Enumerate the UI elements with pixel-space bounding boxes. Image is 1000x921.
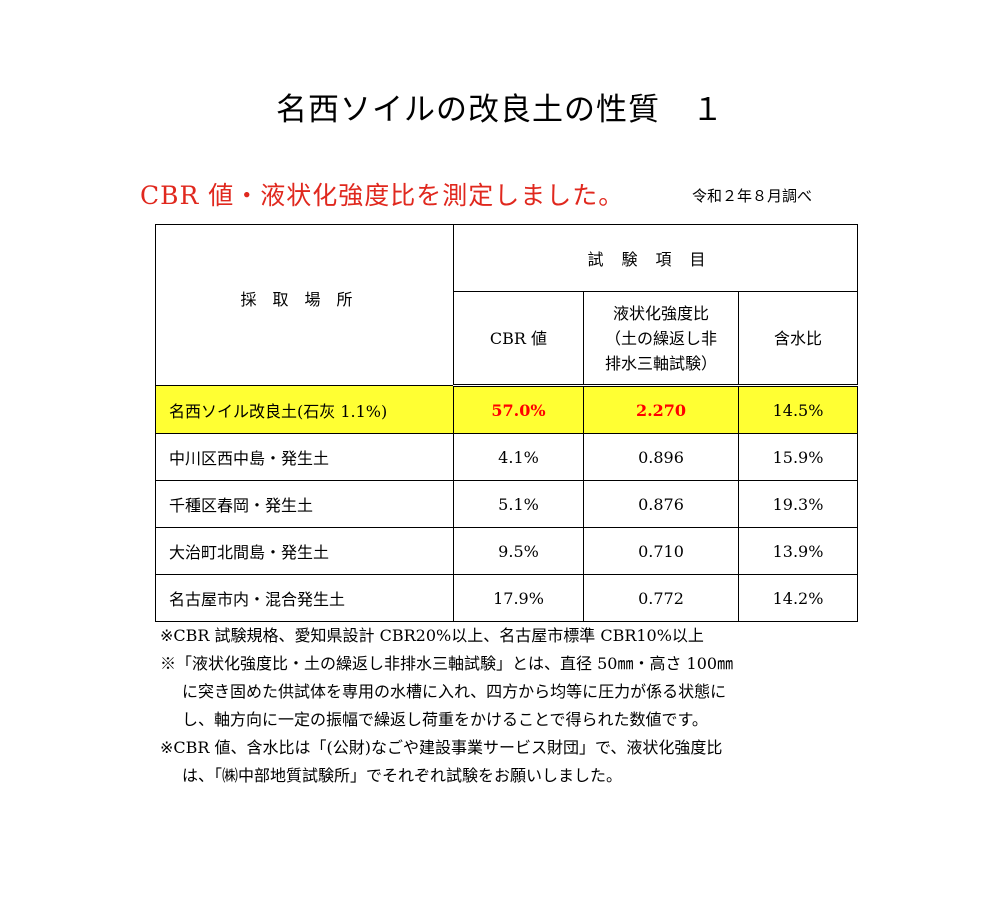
table-header-row: 採取場所 試験項目 <box>155 224 858 386</box>
note-testing-labs-line-1: ※CBR 値、含水比は「(公財)なごや建設事業サービス財団」で、液状化強度比 <box>160 738 723 757</box>
row-liquefaction: 0.896 <box>583 433 739 481</box>
row-cbr: 57.0% <box>453 385 584 434</box>
table-row: 千種区春岡・発生土 5.1% 0.876 19.3% <box>155 480 858 528</box>
row-liquefaction: 0.772 <box>583 574 739 622</box>
row-cbr: 5.1% <box>453 480 584 528</box>
liquefaction-header-line-3: 排水三軸試験） <box>604 353 717 373</box>
row-liquefaction: 0.710 <box>583 527 739 575</box>
location-header: 採取場所 <box>155 224 454 386</box>
row-cbr: 9.5% <box>453 527 584 575</box>
note-liquefaction-line-3: し、軸方向に一定の振幅で繰返し荷重をかけることで得られた数値です。 <box>182 710 708 729</box>
row-location: 中川区西中島・発生土 <box>155 433 454 481</box>
liquefaction-header: 液状化強度比 （土の繰返し非 排水三軸試験） <box>583 291 739 387</box>
row-location: 千種区春岡・発生土 <box>155 480 454 528</box>
table-row: 名西ソイル改良土(石灰 1.1%) 57.0% 2.270 14.5% <box>155 385 858 434</box>
row-location: 名西ソイル改良土(石灰 1.1%) <box>155 385 454 434</box>
page-title: 名西ソイルの改良土の性質 １ <box>276 92 724 128</box>
row-water-content: 15.9% <box>738 433 858 481</box>
row-liquefaction: 2.270 <box>583 385 739 434</box>
row-cbr: 17.9% <box>453 574 584 622</box>
row-water-content: 19.3% <box>738 480 858 528</box>
survey-date: 令和２年８月調べ <box>692 187 813 205</box>
row-water-content: 14.2% <box>738 574 858 622</box>
water-content-header: 含水比 <box>738 291 858 387</box>
note-liquefaction-line-2: に突き固めた供試体を専用の水槽に入れ、四方から均等に圧力が係る状態に <box>182 682 727 701</box>
note-cbr-standard: ※CBR 試験規格、愛知県設計 CBR20%以上、名古屋市標準 CBR10%以上 <box>160 626 704 645</box>
subtitle: CBR 値・液状化強度比を測定しました。 <box>140 181 625 210</box>
cbr-header: CBR 値 <box>453 291 584 387</box>
row-water-content: 13.9% <box>738 527 858 575</box>
liquefaction-header-line-2: （土の繰返し非 <box>604 328 717 348</box>
table-subheader-row: CBR 値 液状化強度比 （土の繰返し非 排水三軸試験） 含水比 <box>156 291 858 387</box>
table-row: 名古屋市内・混合発生土 17.9% 0.772 14.2% <box>155 574 858 622</box>
table-row: 中川区西中島・発生土 4.1% 0.896 15.9% <box>155 433 858 481</box>
note-liquefaction-line-1: ※「液状化強度比・土の繰返し非排水三軸試験」とは、直径 50㎜・高さ 100㎜ <box>160 654 734 673</box>
liquefaction-header-line-1: 液状化強度比 <box>612 303 709 323</box>
test-items-header: 試験項目 <box>453 224 858 292</box>
row-cbr: 4.1% <box>453 433 584 481</box>
row-liquefaction: 0.876 <box>583 480 739 528</box>
note-testing-labs-line-2: は、「㈱中部地質試験所」でそれぞれ試験をお願いしました。 <box>182 766 623 785</box>
table-row: 大治町北間島・発生土 9.5% 0.710 13.9% <box>155 527 858 575</box>
row-water-content: 14.5% <box>738 385 858 434</box>
results-table: 採取場所 試験項目 CBR 値 液状化強度比 （土の繰返し非 排水三軸試験） 含… <box>155 224 858 622</box>
row-location: 名古屋市内・混合発生土 <box>155 574 454 622</box>
row-location: 大治町北間島・発生土 <box>155 527 454 575</box>
notes: ※CBR 試験規格、愛知県設計 CBR20%以上、名古屋市標準 CBR10%以上… <box>160 622 870 790</box>
water-content-header-label: 含水比 <box>773 328 822 348</box>
cbr-header-label: CBR 値 <box>489 328 548 348</box>
